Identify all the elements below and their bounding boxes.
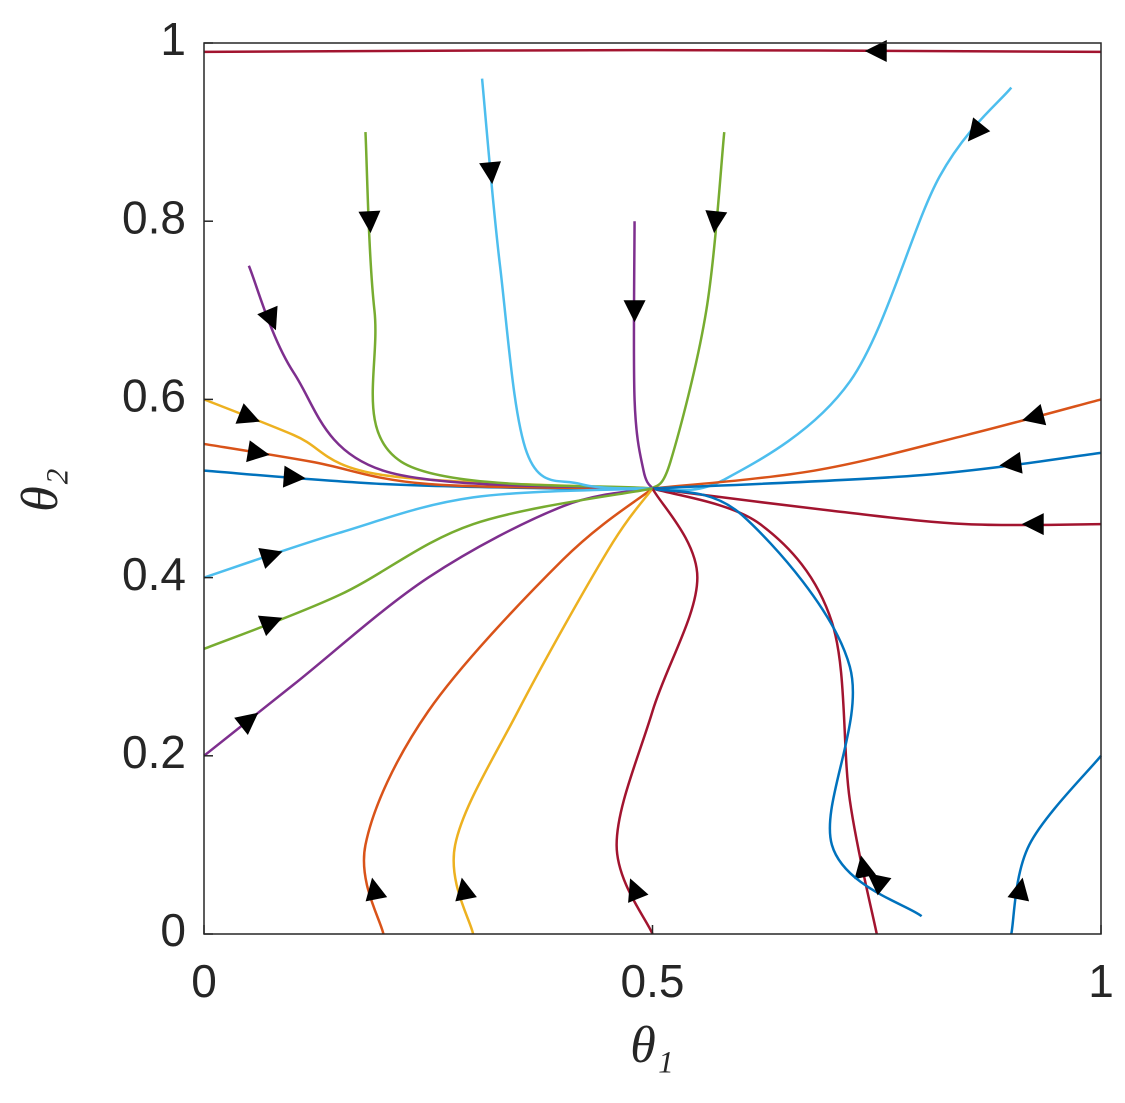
streamline <box>1010 755 1102 935</box>
streamline <box>652 451 1102 490</box>
flow-arrow <box>258 548 283 569</box>
flow-arrow <box>854 855 877 880</box>
flow-arrow <box>282 465 306 488</box>
streamline <box>452 487 654 935</box>
streamline <box>480 78 653 490</box>
flow-arrow <box>623 300 646 323</box>
streamline <box>652 487 923 918</box>
streamline <box>651 131 726 490</box>
x-tick-label: 0.5 <box>621 955 685 1007</box>
flow-arrow <box>1007 877 1030 902</box>
flow-arrow <box>365 877 388 902</box>
y-tick-label: 0.4 <box>122 548 186 600</box>
y-tick-label: 1 <box>160 13 186 65</box>
y-tick-label: 0 <box>160 904 186 956</box>
flow-arrow <box>479 161 502 185</box>
streamline <box>362 487 654 935</box>
streamline <box>203 48 1102 54</box>
streamline <box>203 487 653 579</box>
flow-arrow <box>358 210 381 234</box>
flow-arrow <box>257 305 278 331</box>
flow-arrow <box>235 403 261 424</box>
flow-arrow <box>234 712 259 735</box>
x-tick-label: 1 <box>1088 955 1114 1007</box>
y-axis-label: θ₂ <box>12 468 69 512</box>
streamline <box>203 442 653 490</box>
streamline <box>652 86 1013 492</box>
streamline <box>364 132 653 490</box>
flow-arrow <box>1022 404 1047 426</box>
flow-arrow <box>999 451 1023 474</box>
flow-arrow <box>246 440 270 463</box>
streamline <box>632 221 654 490</box>
flow-arrow <box>257 615 283 637</box>
flow-arrow <box>1021 513 1044 536</box>
flow-arrow <box>967 117 991 142</box>
x-tick-label: 0 <box>191 955 217 1007</box>
flow-arrow <box>867 873 892 896</box>
x-axis-label: θ₁ <box>630 1017 674 1074</box>
flow-arrow <box>705 210 728 234</box>
streamline <box>247 265 653 490</box>
streamline <box>615 487 699 935</box>
flow-arrow <box>628 878 649 903</box>
flow-arrow <box>455 877 477 902</box>
flow-arrow <box>864 40 887 63</box>
y-tick-label: 0.2 <box>122 726 186 778</box>
y-tick-label: 0.6 <box>122 370 186 422</box>
y-tick-label: 0.8 <box>122 191 186 243</box>
